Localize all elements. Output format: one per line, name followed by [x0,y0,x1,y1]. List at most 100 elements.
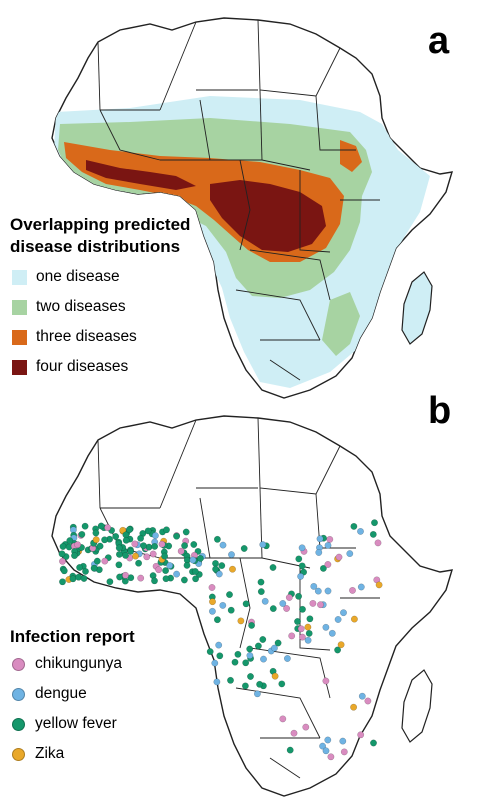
report-point [247,673,254,680]
report-point [278,680,286,688]
report-point [213,616,221,624]
report-point [106,578,114,586]
report-point [93,557,101,565]
legend-a-swatch [12,299,27,315]
report-point [104,524,112,532]
report-point [256,680,264,688]
report-point [246,652,254,659]
legend-title-a-line1: Overlapping predicted [10,215,191,234]
report-point [151,532,159,540]
legend-a-label: one disease [36,268,120,285]
report-point [181,542,189,550]
report-point [158,540,166,548]
legend-b-swatch [12,747,25,761]
infection-report-points [58,519,383,761]
report-point [298,633,306,641]
report-point [227,676,234,684]
report-point [135,559,143,567]
report-point [190,541,198,548]
report-point [66,537,74,545]
report-point [101,536,109,544]
legend-b-label: dengue [35,685,87,702]
panel-label-b: b [428,390,452,432]
report-point [162,567,170,575]
report-point [143,553,151,561]
report-point [112,533,120,540]
report-point [228,551,235,559]
report-point [306,615,314,623]
report-point [60,567,68,575]
report-point [324,587,332,595]
report-point [298,544,306,552]
report-point [283,655,291,662]
report-point [322,747,330,755]
report-point [314,587,322,595]
report-point [324,561,332,568]
legend-b-label: chikungunya [35,655,123,672]
report-point [270,644,278,652]
report-point [285,594,293,601]
report-point [166,562,174,569]
report-point [246,645,254,653]
report-point [208,584,216,591]
legend-a-swatch [12,329,27,345]
legend-title-b: Infection report [10,627,135,646]
legend-b-label: yellow fever [35,715,117,732]
panel-label-a: a [428,20,450,62]
report-point [132,552,139,560]
report-point [76,564,84,571]
report-point [149,550,157,558]
report-point [371,519,378,527]
report-point [211,659,219,667]
report-point [213,535,221,543]
legend-a-item-two-diseases: two diseases [12,298,126,316]
legend-b-item-zika: Zika [12,745,64,763]
report-point [119,526,127,534]
report-point [297,572,305,580]
report-point [274,639,282,647]
report-point [324,736,332,744]
legend-b-item-chikungunya: chikungunya [12,655,122,673]
legend-title-a-line2: disease distributions [10,237,181,256]
legend-a-swatch [12,359,27,375]
report-point [350,615,358,623]
report-point [81,522,89,530]
report-point [364,697,372,705]
legend-a-swatch [12,269,27,285]
report-point [241,682,249,690]
report-point [122,536,130,544]
map-b [51,415,453,797]
report-point [208,607,216,615]
report-point [219,541,227,549]
report-point [349,586,356,594]
report-point [260,655,267,663]
report-point [290,729,298,737]
legend-b-item-dengue: dengue [12,685,87,703]
report-point [59,557,66,565]
legend-a-item-one-disease: one disease [12,268,120,286]
map-a [51,17,453,399]
report-point [259,541,267,549]
report-point [317,601,324,609]
report-point [271,672,279,680]
report-point [116,573,124,581]
report-point [162,575,170,583]
report-point [127,547,135,555]
report-point [248,621,256,629]
report-point [227,606,235,614]
report-point [131,540,139,548]
report-point [297,625,305,633]
report-point [151,577,158,585]
report-point [242,600,250,608]
report-point [122,571,129,579]
report-point [375,581,383,589]
report-point [319,564,327,572]
report-point [180,576,188,584]
report-point [101,557,109,565]
report-point [310,582,318,590]
report-point [286,746,294,754]
report-point [155,566,163,574]
report-point [319,742,327,750]
report-point [59,578,66,586]
report-point [339,737,347,745]
